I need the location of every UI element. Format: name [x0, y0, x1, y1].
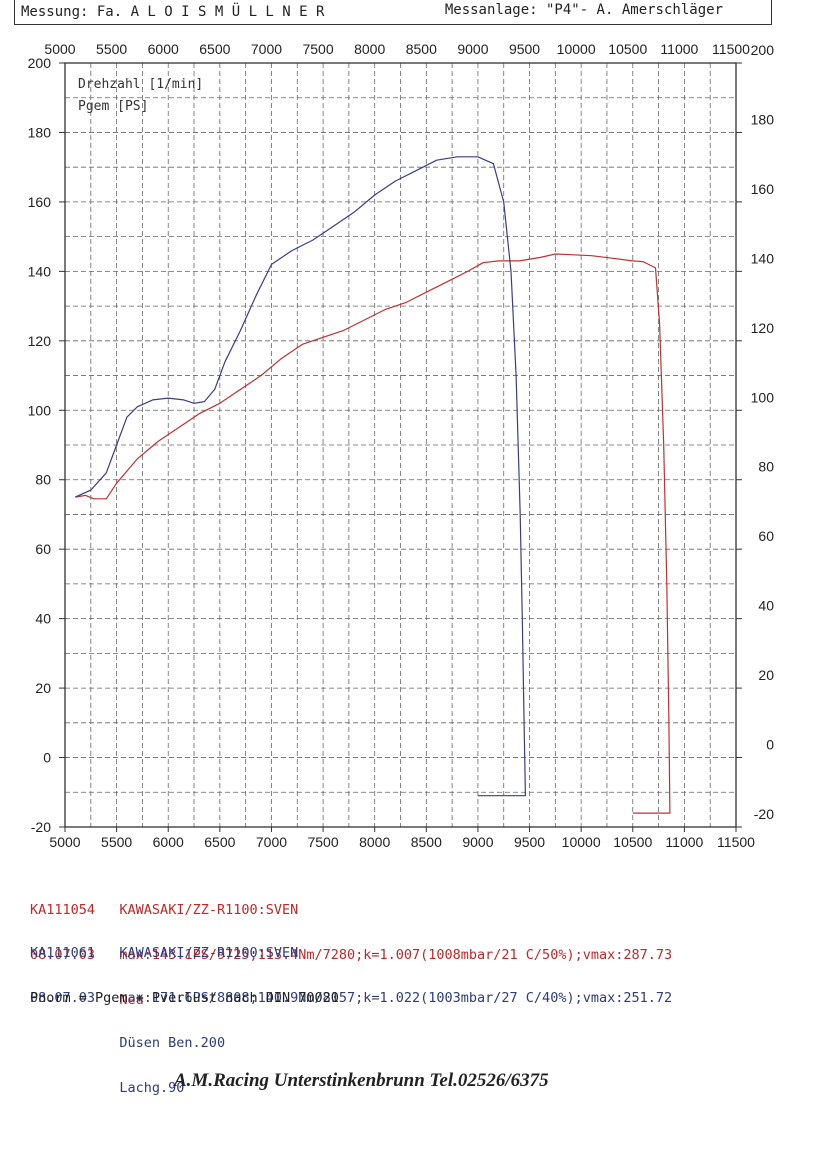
x-tick-label-top: 7000: [251, 41, 282, 57]
legend-pgem: Pgem [PS]: [78, 99, 148, 114]
y-tick-label-left: 80: [35, 472, 51, 488]
x-tick-label-top: 7500: [302, 41, 333, 57]
y-tick-label-right: 100: [751, 389, 775, 405]
grid: [65, 63, 736, 827]
x-axis-top: 5000 5500 6000 6500 7000 7500 8000 8500 9000 9500…: [44, 41, 750, 57]
x-tick-label-bottom: 9500: [514, 834, 545, 850]
test-date: 08.07.03: [30, 947, 96, 963]
y-tick-label-right: 20: [758, 667, 774, 683]
test-line-3: Düsen Ben.200: [30, 1036, 672, 1051]
x-tick-label-bottom: 8500: [411, 834, 442, 850]
test-note-2: Lachg.90: [119, 1080, 185, 1096]
test-date: 08.07.03: [30, 990, 96, 1006]
x-tick-label-bottom: 9000: [462, 834, 493, 850]
y-tick-label-left: 200: [28, 55, 52, 71]
test-vehicle: KAWASAKI/ZZ-R1100:SVEN: [119, 902, 299, 918]
test-note-1: Düsen Ben.200: [119, 1035, 226, 1051]
x-tick-label-bottom: 8000: [359, 834, 390, 850]
y-tick-label-left: 0: [43, 750, 51, 766]
x-tick-label-bottom: 10500: [613, 834, 652, 850]
y-tick-label-left: 120: [28, 333, 52, 349]
y-tick-label-right: 140: [751, 250, 775, 266]
test-line-1: KA111061 KAWASAKI/ZZ-R1100:SVEN: [30, 946, 672, 961]
series-line-1: [75, 253, 671, 814]
test-specs: max:171.6PS/8808;140.9Nm/8157;k=1.022(10…: [119, 990, 673, 1006]
dyno-chart: 5000 5500 6000 6500 7000 7500 8000 8500 9000 9500…: [28, 41, 775, 850]
test-note: Neu: [119, 992, 144, 1008]
y-tick-label-right: 200: [751, 42, 775, 58]
x-tick-label-bottom: 7000: [256, 834, 287, 850]
x-tick-label-bottom: 10000: [562, 834, 601, 850]
test-line-2: 08.07.03 max:143.1PS/9725;113.4Nm/7280;k…: [30, 948, 672, 963]
company-footer: A.M.Racing Unterstinkenbrunn Tel.02526/6…: [174, 1070, 549, 1091]
y-tick-label-right: 40: [758, 598, 774, 614]
test-line-3: Neu: [30, 993, 672, 1008]
x-tick-label-bottom: 11000: [665, 834, 703, 850]
test-id: KA111061: [30, 945, 96, 961]
test-id: KA111054: [30, 902, 96, 918]
y-axis-left: -20 0 20 40 60 80 100 120 140 160 180 200: [28, 55, 65, 835]
test-line-1: KA111054 KAWASAKI/ZZ-R1100:SVEN: [30, 903, 672, 918]
y-tick-label-right: 80: [758, 459, 774, 475]
x-tick-label-top: 5000: [44, 41, 75, 57]
y-tick-label-right: 60: [758, 528, 774, 544]
y-tick-label-left: 140: [28, 263, 52, 279]
y-tick-label-left: 100: [28, 402, 52, 418]
y-tick-label-left: 20: [35, 680, 51, 696]
series-group: [75, 156, 671, 814]
x-tick-label-bottom: 6500: [204, 834, 235, 850]
test-line-2: 08.07.03 max:171.6PS/8808;140.9Nm/8157;k…: [30, 991, 672, 1006]
x-tick-label-top: 6500: [199, 41, 230, 57]
series-line-2: [75, 156, 526, 797]
x-tick-label-bottom: 11500: [717, 834, 755, 850]
legend-drehzahl: Drehzahl [1/min]: [78, 77, 203, 92]
x-tick-label-top: 11500: [712, 41, 750, 57]
test-line-4: Lachg.90: [30, 1081, 672, 1096]
x-tick-label-top: 8000: [354, 41, 385, 57]
x-tick-label-bottom: 7500: [307, 834, 338, 850]
x-tick-label-top: 10500: [608, 41, 647, 57]
x-tick-label-top: 5500: [96, 41, 127, 57]
y-tick-label-left: 40: [35, 611, 51, 627]
x-tick-label-top: 9500: [509, 41, 540, 57]
y-tick-label-right: -20: [754, 806, 774, 822]
customer-label: Messung: Fa. A L O I S M Ü L L N E R: [21, 4, 325, 20]
y-tick-label-right: 180: [751, 111, 775, 127]
y-tick-label-left: 160: [28, 194, 52, 210]
test-block-red: KA111054 KAWASAKI/ZZ-R1100:SVEN 08.07.03…: [30, 873, 672, 1023]
x-tick-label-top: 6000: [148, 41, 179, 57]
y-axis-right: -20 0 20 40 60 80 100 120 140 160 180 200: [736, 42, 775, 828]
test-specs: max:143.1PS/9725;113.4Nm/7280;k=1.007(10…: [119, 947, 673, 963]
x-tick-label-top: 9000: [457, 41, 488, 57]
x-tick-label-bottom: 6000: [153, 834, 184, 850]
x-tick-label-bottom: 5500: [101, 834, 132, 850]
y-tick-label-left: -20: [31, 819, 51, 835]
x-axis-bottom: 5000 5500 6000 6500 7000 7500 8000 8500 9000 9500…: [49, 827, 755, 850]
test-rig-label: Messanlage: "P4"- A. Amerschläger: [444, 2, 723, 18]
plot-frame: [64, 62, 737, 828]
x-tick-label-top: 11000: [660, 41, 698, 57]
test-vehicle: KAWASAKI/ZZ-R1100:SVEN: [119, 945, 299, 961]
plot-border: [64, 62, 737, 828]
y-tick-label-right: 120: [751, 320, 775, 336]
x-tick-label-bottom: 5000: [49, 834, 80, 850]
y-tick-label-left: 180: [28, 124, 52, 140]
pnorm-formula: Pnorm = Pgem + Pverlust nach DIN 70020: [30, 990, 339, 1006]
y-tick-label-right: 160: [751, 181, 775, 197]
test-block-blue: KA111061 KAWASAKI/ZZ-R1100:SVEN 08.07.03…: [30, 916, 672, 1111]
y-tick-label-left: 60: [35, 541, 51, 557]
measurement-header: Messung: Fa. A L O I S M Ü L L N E R Mes…: [14, 0, 772, 25]
y-tick-label-right: 0: [766, 737, 774, 753]
x-tick-label-top: 8500: [406, 41, 437, 57]
x-tick-label-top: 10000: [557, 41, 596, 57]
